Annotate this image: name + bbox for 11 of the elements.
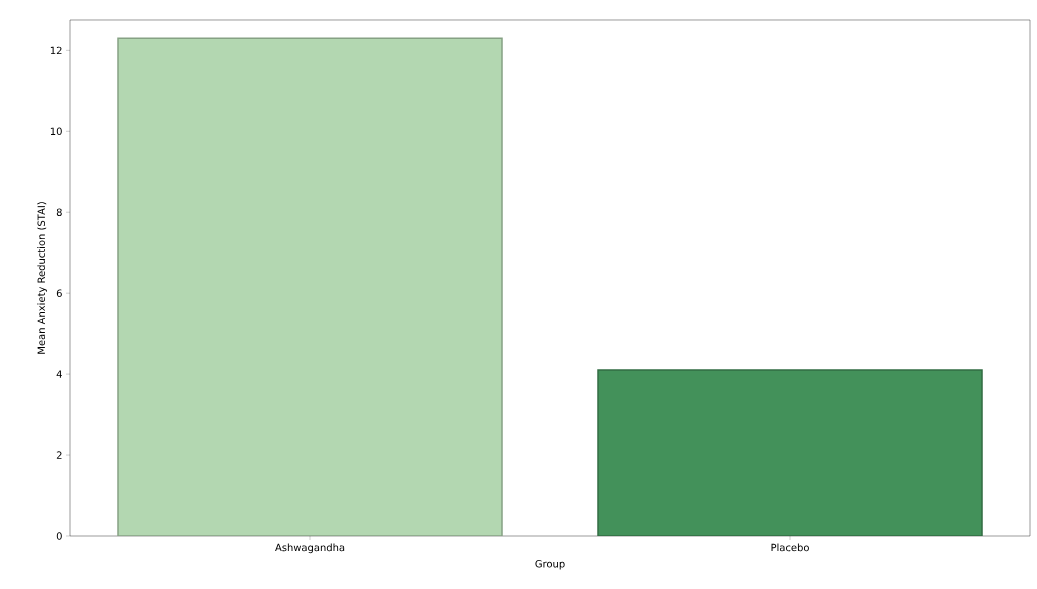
y-tick-label: 6 <box>56 289 62 297</box>
y-tick-label: 8 <box>56 208 62 216</box>
y-tick-label: 10 <box>50 127 62 136</box>
x-tick-label: Ashwagandha <box>275 543 345 554</box>
y-tick-label: 4 <box>56 370 62 378</box>
y-tick-label: 2 <box>56 451 62 459</box>
y-axis-title: Mean Anxiety Reduction (STAI) <box>37 202 47 354</box>
y-tick-label: 12 <box>50 46 62 55</box>
x-axis-title: Group <box>535 559 565 570</box>
x-tick-label: Placebo <box>771 543 809 552</box>
y-tick-label: 0 <box>56 532 62 540</box>
